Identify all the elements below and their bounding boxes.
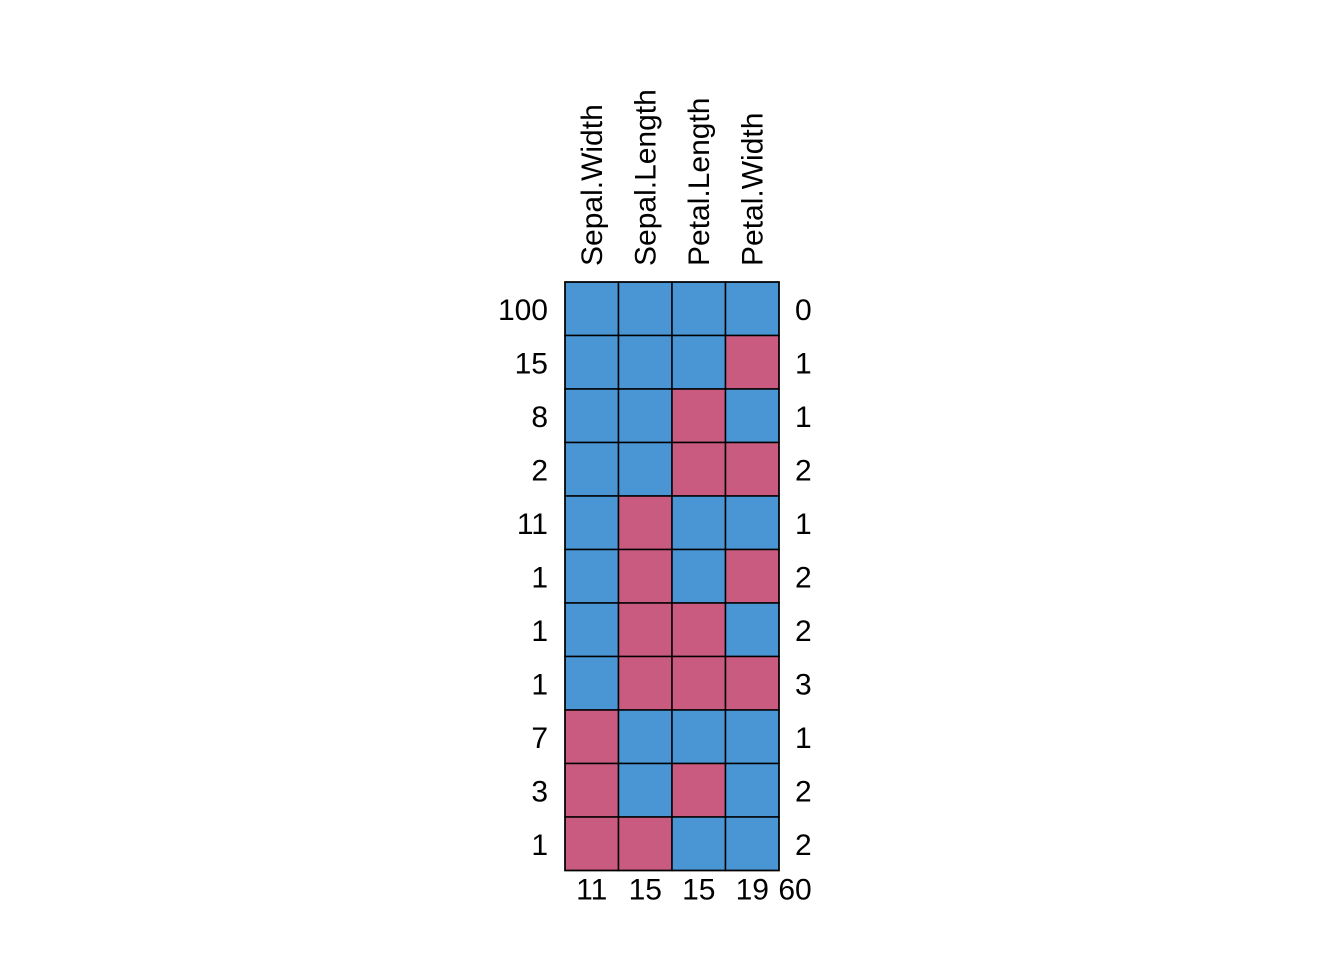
missing-cell <box>671 602 727 658</box>
column-total-label: 15 <box>629 874 662 907</box>
missing-cell <box>724 655 780 711</box>
row-count-label: 1 <box>531 829 548 862</box>
observed-cell <box>671 495 727 551</box>
column-label: Sepal.Width <box>576 104 609 266</box>
row-count-label: 15 <box>515 347 548 380</box>
row-count-label: 7 <box>531 722 548 755</box>
row-missing-label: 1 <box>795 508 812 541</box>
observed-cell <box>671 334 727 390</box>
observed-cell <box>617 334 673 390</box>
observed-cell <box>724 709 780 765</box>
missing-cell <box>617 816 673 872</box>
row-missing-label: 2 <box>795 561 812 594</box>
observed-cell <box>564 602 620 658</box>
missing-cell <box>671 655 727 711</box>
missing-cell <box>724 334 780 390</box>
column-total-label: 11 <box>576 874 607 907</box>
observed-cell <box>724 602 780 658</box>
row-count-label: 2 <box>531 454 548 487</box>
column-total-label: 19 <box>736 874 769 907</box>
row-count-label: 8 <box>531 401 548 434</box>
observed-cell <box>564 548 620 604</box>
row-count-label: 100 <box>498 294 548 327</box>
observed-cell <box>617 388 673 444</box>
observed-cell <box>564 495 620 551</box>
missing-cell <box>671 441 727 497</box>
row-missing-label: 2 <box>795 615 812 648</box>
observed-cell <box>671 281 727 337</box>
observed-cell <box>724 495 780 551</box>
observed-cell <box>724 281 780 337</box>
column-total-label: 15 <box>682 874 715 907</box>
missing-cell <box>617 655 673 711</box>
missing-cell <box>617 548 673 604</box>
row-count-label: 3 <box>531 775 548 808</box>
observed-cell <box>617 441 673 497</box>
missing-cell <box>564 816 620 872</box>
observed-cell <box>671 709 727 765</box>
row-count-label: 1 <box>531 561 548 594</box>
row-missing-labels: 0 1 1 2 1 2 2 3 1 2 2 <box>795 294 812 862</box>
missing-cell <box>671 762 727 818</box>
observed-cell <box>724 388 780 444</box>
row-count-label: 1 <box>531 668 548 701</box>
row-missing-label: 1 <box>795 722 812 755</box>
pattern-grid <box>564 281 780 872</box>
column-label: Petal.Width <box>736 113 769 266</box>
observed-cell <box>617 709 673 765</box>
missing-cell <box>724 441 780 497</box>
row-count-label: 11 <box>517 508 548 541</box>
observed-cell <box>671 548 727 604</box>
missing-cell <box>724 548 780 604</box>
observed-cell <box>617 281 673 337</box>
column-labels: Sepal.Width Sepal.Length Petal.Length Petal… <box>576 89 770 266</box>
missing-cell <box>671 388 727 444</box>
missing-cell <box>564 709 620 765</box>
grid-border <box>564 281 780 872</box>
observed-cell <box>564 388 620 444</box>
row-missing-label: 2 <box>795 775 812 808</box>
column-label: Sepal.Length <box>629 89 662 266</box>
row-missing-label: 2 <box>795 829 812 862</box>
observed-cell <box>564 441 620 497</box>
observed-cell <box>724 816 780 872</box>
missing-cell <box>617 602 673 658</box>
row-count-label: 1 <box>531 615 548 648</box>
row-missing-label: 1 <box>795 401 812 434</box>
row-missing-label: 0 <box>795 294 812 327</box>
total-missing-label: 60 <box>778 874 811 907</box>
column-total-labels: 11 15 15 19 60 <box>576 874 812 907</box>
missing-cell <box>617 495 673 551</box>
column-label: Petal.Length <box>683 98 716 266</box>
observed-cell <box>724 762 780 818</box>
observed-cell <box>564 334 620 390</box>
row-missing-label: 1 <box>795 347 812 380</box>
row-missing-label: 3 <box>795 668 812 701</box>
observed-cell <box>564 655 620 711</box>
row-missing-label: 2 <box>795 454 812 487</box>
observed-cell <box>671 816 727 872</box>
observed-cell <box>564 281 620 337</box>
missing-cell <box>564 762 620 818</box>
observed-cell <box>617 762 673 818</box>
